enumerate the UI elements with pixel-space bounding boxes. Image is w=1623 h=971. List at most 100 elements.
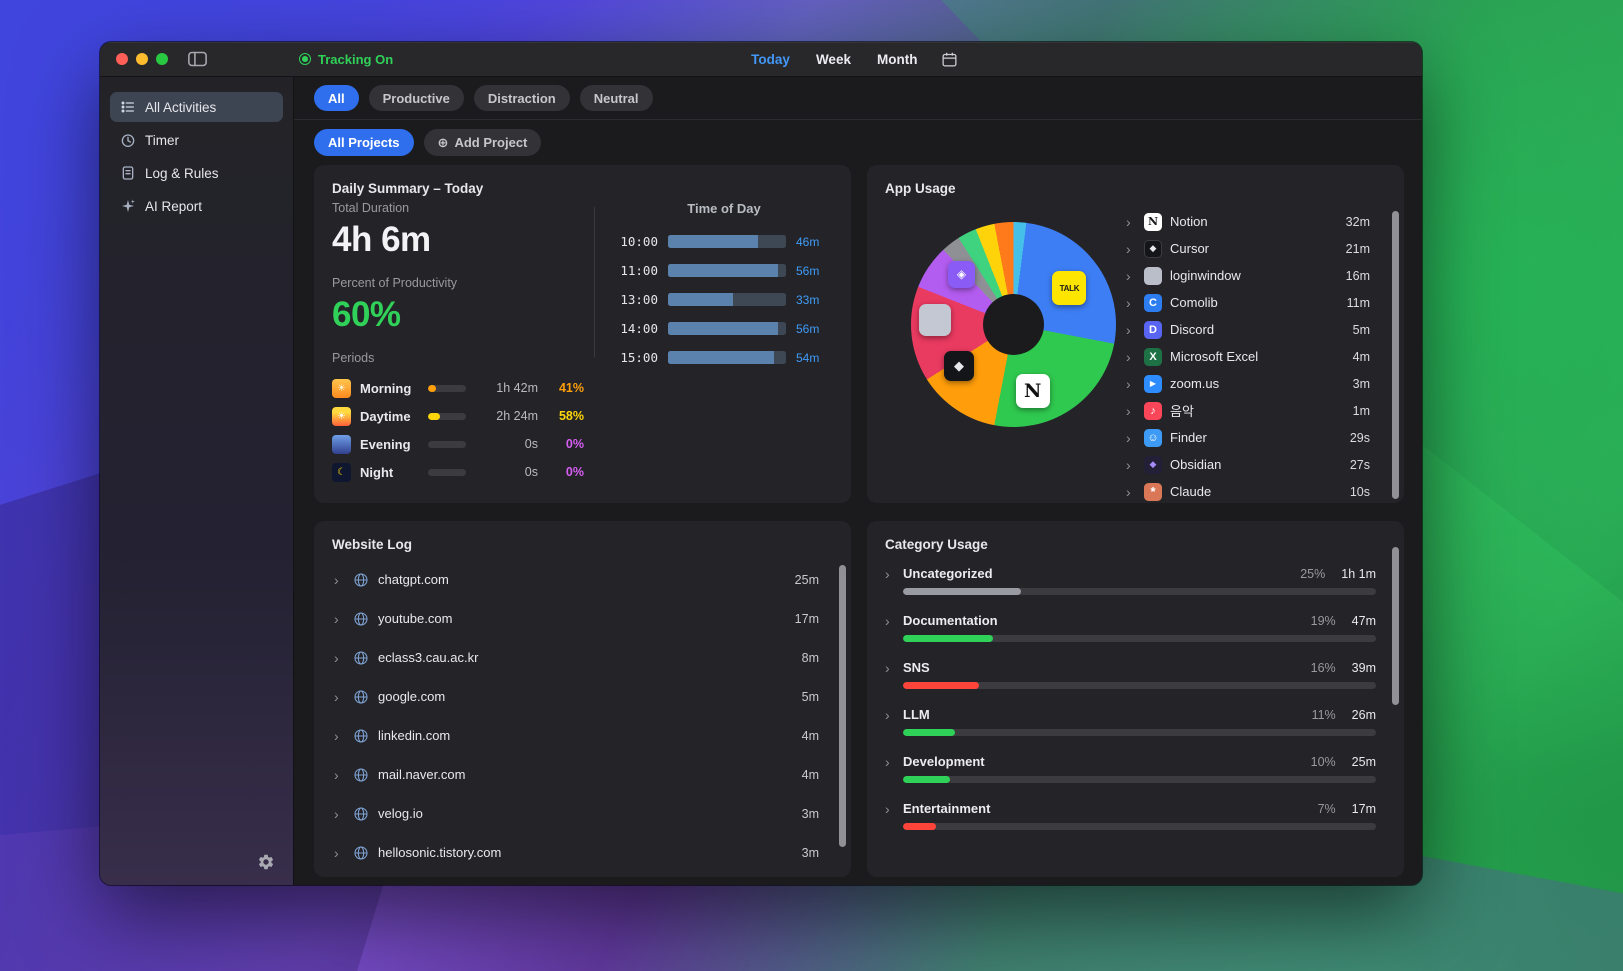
scrollbar-thumb[interactable] — [1392, 211, 1399, 499]
add-project-button[interactable]: ⊕ Add Project — [423, 129, 542, 156]
app-row-microsoft-excel[interactable]: › X Microsoft Excel 4m — [1126, 343, 1370, 370]
period-name: Morning — [360, 380, 412, 396]
app-name: 음악 — [1170, 404, 1194, 419]
app-row-finder[interactable]: › ☺ Finder 29s — [1126, 424, 1370, 451]
time-bar-fill — [668, 235, 759, 248]
category-row-uncategorized[interactable]: › Uncategorized 25% 1h 1m — [885, 566, 1376, 595]
minimize-window-button[interactable] — [136, 53, 148, 65]
close-window-button[interactable] — [116, 53, 128, 65]
filter-chip-distraction[interactable]: Distraction — [473, 85, 570, 111]
category-duration: 1h 1m — [1341, 566, 1376, 581]
plus-icon: ⊕ — [437, 135, 449, 150]
chevron-right-icon: › — [334, 571, 339, 588]
category-progress — [903, 682, 1376, 689]
site-duration: 4m — [801, 728, 819, 743]
time-value: 54m — [796, 350, 820, 365]
period-row-evening: Evening 0s 0% — [332, 430, 584, 458]
sidebar-toggle-icon[interactable] — [188, 51, 207, 67]
category-row-llm[interactable]: › LLM 11% 26m — [885, 707, 1376, 736]
site-row-youtube-com[interactable]: › youtube.com 17m — [332, 599, 833, 638]
range-tab-week[interactable]: Week — [815, 51, 851, 67]
app-row-claude[interactable]: › * Claude 10s — [1126, 478, 1370, 503]
site-row-hellosonic-tistory-com[interactable]: › hellosonic.tistory.com 3m — [332, 833, 833, 872]
category-duration: 47m — [1351, 613, 1376, 628]
site-row-mail-naver-com[interactable]: › mail.naver.com 4m — [332, 755, 833, 794]
donut-hole — [982, 293, 1045, 356]
category-row-sns[interactable]: › SNS 16% 39m — [885, 660, 1376, 689]
sidebar-item-log-rules[interactable]: Log & Rules — [110, 158, 283, 188]
site-row-velog-io[interactable]: › velog.io 3m — [332, 794, 833, 833]
category-percent: 10% — [1310, 754, 1336, 769]
scrollbar-thumb[interactable] — [1392, 547, 1399, 705]
all-projects-button[interactable]: All Projects — [314, 129, 414, 156]
sidebar-item-all-activities[interactable]: All Activities — [110, 92, 283, 122]
timer-icon — [120, 132, 136, 148]
category-name: Development — [903, 754, 985, 769]
time-of-day-title: Time of Day — [687, 201, 761, 216]
site-name: youtube.com — [378, 611, 453, 626]
cursor-app-icon: ◆ — [1144, 239, 1162, 258]
time-of-day-row: 15:00 54m — [615, 350, 833, 365]
app-row-cursor[interactable]: › ◆ Cursor 21m — [1126, 235, 1370, 262]
sidebar-item-timer[interactable]: Timer — [110, 125, 283, 155]
range-tabs: Today Week Month — [751, 52, 917, 67]
chevron-right-icon: › — [334, 766, 339, 783]
app-usage-card: App Usage TALK N ◆ ◈ › N Notion 32m › ◆ Cursor 21m… — [867, 165, 1404, 503]
calendar-icon[interactable] — [941, 51, 958, 68]
time-label: 14:00 — [620, 321, 658, 336]
project-bar: All Projects ⊕ Add Project — [294, 120, 1422, 165]
category-percent: 11% — [1311, 707, 1336, 722]
app-row-zoom-us[interactable]: › ▶ zoom.us 3m — [1126, 370, 1370, 397]
period-percent: 0% — [565, 465, 584, 479]
chevron-right-icon: › — [334, 649, 339, 666]
app-name: Microsoft Excel — [1170, 349, 1259, 364]
category-row-header: › SNS 16% 39m — [885, 660, 1376, 675]
time-bar-fill — [668, 264, 779, 277]
time-bar — [668, 351, 786, 364]
site-duration: 3m — [801, 845, 819, 860]
site-row-eclass3-cau-ac-kr[interactable]: › eclass3.cau.ac.kr 8m — [332, 638, 833, 677]
time-of-day-row: 10:00 46m — [615, 234, 833, 249]
range-tab-month[interactable]: Month — [876, 51, 918, 67]
category-row-entertainment[interactable]: › Entertainment 7% 17m — [885, 801, 1376, 830]
category-duration: 17m — [1351, 801, 1376, 816]
loginwindow-icon — [919, 304, 952, 336]
app-row-notion[interactable]: › N Notion 32m — [1126, 208, 1370, 235]
time-value: 56m — [796, 321, 820, 336]
chevron-right-icon: › — [1126, 375, 1131, 392]
period-row-daytime: ☀ Daytime 2h 24m 58% — [332, 402, 584, 430]
category-name: Entertainment — [903, 801, 991, 816]
category-row-documentation[interactable]: › Documentation 19% 47m — [885, 613, 1376, 642]
filter-chip-productive[interactable]: Productive — [368, 85, 464, 111]
site-name: linkedin.com — [378, 728, 451, 743]
settings-gear-icon[interactable] — [257, 853, 275, 871]
loginwindow-app-icon — [1144, 266, 1162, 285]
filter-chip-all[interactable]: All — [314, 85, 359, 111]
period-name: Evening — [360, 436, 411, 452]
scrollbar-thumb[interactable] — [839, 565, 846, 847]
category-row-development[interactable]: › Development 10% 25m — [885, 754, 1376, 783]
sidebar-item-ai-report[interactable]: AI Report — [110, 191, 283, 221]
site-row-linkedin-com[interactable]: › linkedin.com 4m — [332, 716, 833, 755]
chevron-right-icon: › — [885, 565, 890, 582]
category-usage-title: Category Usage — [885, 537, 988, 552]
filter-chip-neutral[interactable]: Neutral — [579, 85, 653, 111]
site-row-google-com[interactable]: › google.com 5m — [332, 677, 833, 716]
category-name: LLM — [903, 707, 930, 722]
time-bar — [668, 264, 786, 277]
site-row-chatgpt-com[interactable]: › chatgpt.com 25m — [332, 560, 833, 599]
range-tab-today[interactable]: Today — [751, 51, 790, 67]
period-name: Night — [360, 464, 394, 480]
app-duration: 29s — [1349, 430, 1370, 445]
app-row-loginwindow[interactable]: › loginwindow 16m — [1126, 262, 1370, 289]
app-row-discord[interactable]: › D Discord 5m — [1126, 316, 1370, 343]
app-name: loginwindow — [1170, 268, 1241, 283]
app-row-item[interactable]: › ♪ 음악 1m — [1126, 397, 1370, 424]
site-duration: 17m — [794, 611, 819, 626]
ai-sparkle-icon — [120, 198, 136, 214]
fullscreen-window-button[interactable] — [156, 53, 168, 65]
app-row-obsidian[interactable]: › ◆ Obsidian 27s — [1126, 451, 1370, 478]
category-progress-fill — [903, 776, 951, 783]
app-row-comolib[interactable]: › C Comolib 11m — [1126, 289, 1370, 316]
time-label: 10:00 — [620, 234, 658, 249]
